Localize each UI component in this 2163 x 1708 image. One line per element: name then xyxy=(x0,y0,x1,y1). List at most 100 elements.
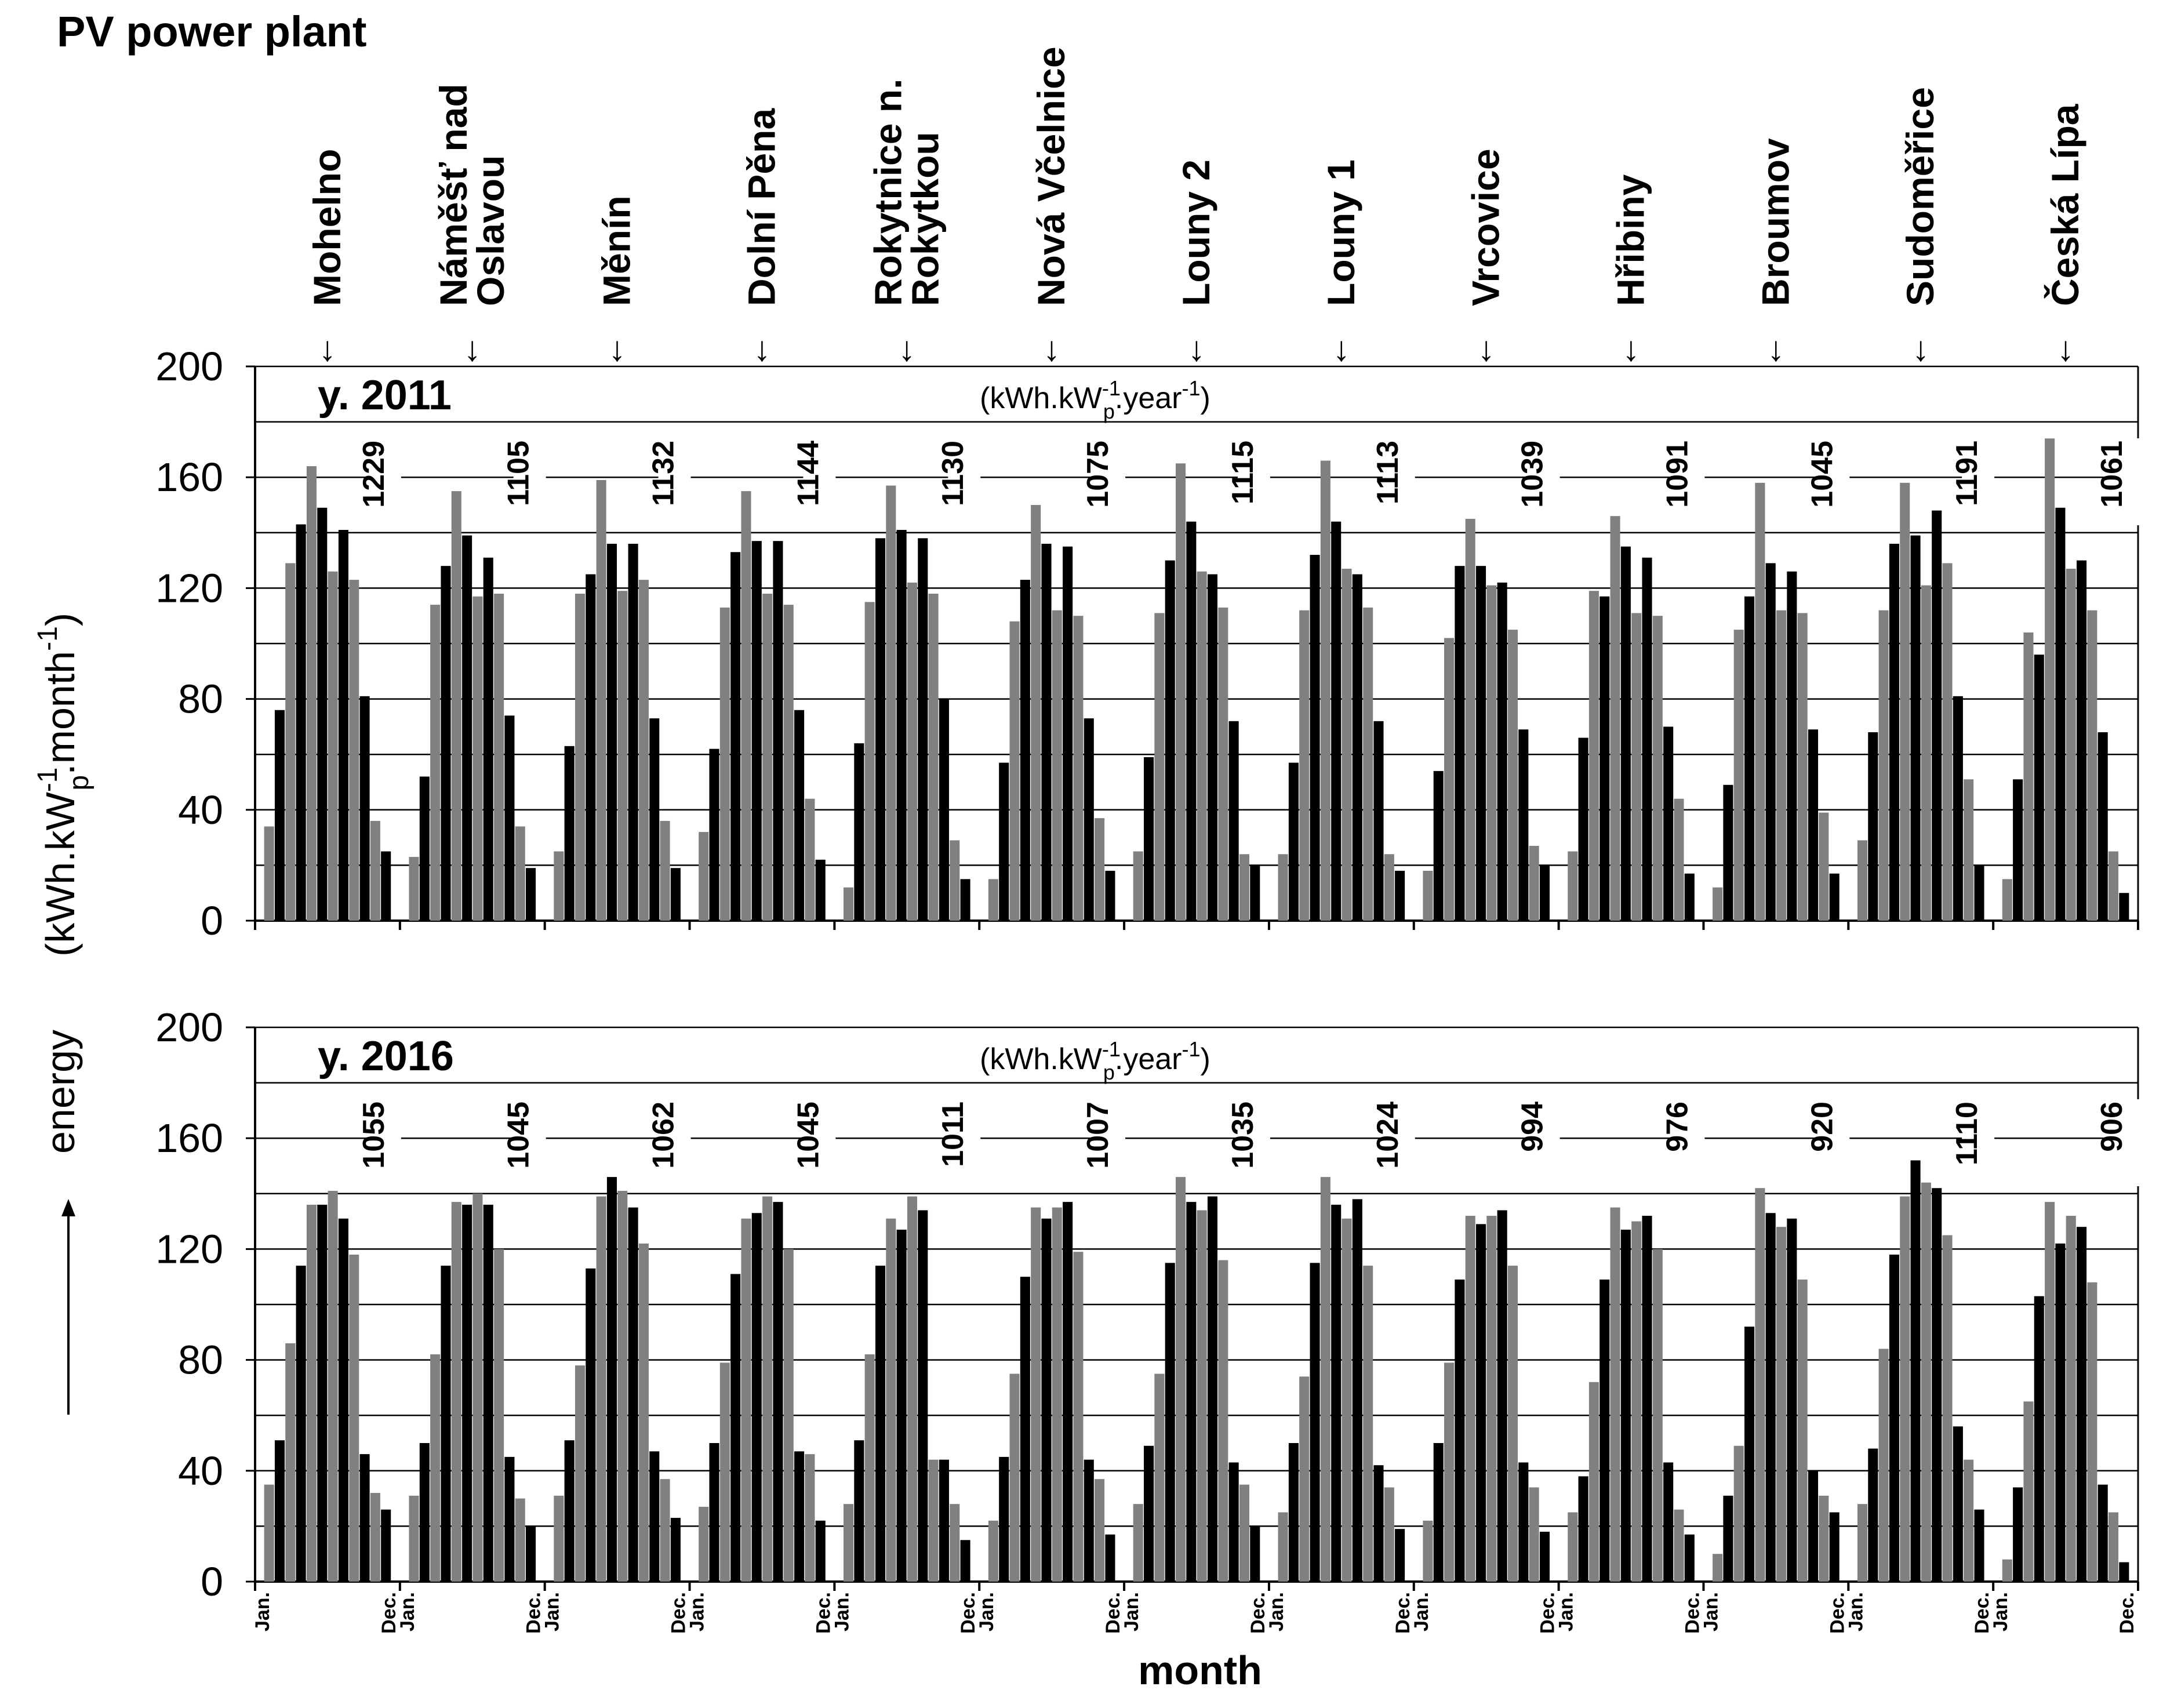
bar-6-0 xyxy=(1133,1504,1143,1582)
plant-label-10: Broumov ↓ xyxy=(1754,138,1797,368)
bar-1-4 xyxy=(451,1202,461,1582)
bar-6-8 xyxy=(1218,1260,1228,1582)
annual-total-label: 1105 xyxy=(502,441,536,506)
month-label-dec: Dec. xyxy=(2116,1592,2138,1634)
bar-11-7 xyxy=(1932,510,1942,921)
bar-6-3 xyxy=(1165,1263,1175,1582)
bar-12-10 xyxy=(2108,1512,2119,1582)
annual-total-bg xyxy=(1093,438,1126,525)
bar-4-1 xyxy=(854,743,864,921)
bar-7-7 xyxy=(1352,574,1362,921)
bar-4-9 xyxy=(939,699,949,921)
annual-unit-note: (kWh.kW-1 p.year-1) xyxy=(980,1037,1210,1084)
annual-total-bg xyxy=(513,1099,546,1186)
bar-0-9 xyxy=(359,1454,370,1582)
bar-3-7 xyxy=(773,541,783,921)
bar-5-11 xyxy=(1105,1534,1115,1582)
unit-part: p xyxy=(64,775,94,791)
bar-0-10 xyxy=(370,820,380,921)
month-label-jan: Jan. xyxy=(397,1592,419,1631)
bar-1-6 xyxy=(472,596,483,921)
bar-11-0 xyxy=(1857,1504,1867,1582)
plant-label-text: Nová Včelnice xyxy=(1030,46,1073,306)
bar-10-10 xyxy=(1819,812,1829,921)
bar-2-8 xyxy=(638,580,649,921)
bar-12-9 xyxy=(2097,732,2108,921)
bar-1-11 xyxy=(526,1526,536,1582)
y-tick-label: 40 xyxy=(178,1448,223,1493)
bar-9-9 xyxy=(1663,1462,1674,1582)
bar-8-10 xyxy=(1529,845,1539,921)
bar-4-6 xyxy=(907,582,918,921)
bar-4-5 xyxy=(896,530,907,921)
plant-label-0: Mohelno ↓ xyxy=(306,149,348,368)
bar-9-9 xyxy=(1663,726,1674,921)
plant-label-text: Náměšť nad xyxy=(432,83,475,306)
plant-label-9: Hřibiny ↓ xyxy=(1609,174,1652,368)
down-arrow-icon: ↓ xyxy=(1043,329,1060,368)
bar-2-4 xyxy=(596,1196,606,1582)
bar-2-5 xyxy=(606,543,617,921)
bar-9-2 xyxy=(1588,591,1599,921)
annual-total-bg xyxy=(1672,1099,1705,1186)
bar-7-8 xyxy=(1363,1266,1373,1582)
annual-total-bg xyxy=(1817,1099,1850,1186)
bar-10-3 xyxy=(1744,596,1755,921)
bar-12-4 xyxy=(2045,1202,2055,1582)
bar-1-5 xyxy=(462,1204,472,1582)
bar-7-7 xyxy=(1352,1199,1362,1582)
bar-12-7 xyxy=(2077,1227,2087,1582)
plant-label-text: Hřibiny xyxy=(1609,174,1652,306)
annual-total-label: 1045 xyxy=(791,1102,825,1169)
plant-label-text: Česká Lípa xyxy=(2044,103,2086,306)
bar-10-1 xyxy=(1723,784,1733,921)
bar-12-2 xyxy=(2023,1401,2034,1582)
bar-4-4 xyxy=(886,1218,896,1582)
bar-0-2 xyxy=(285,1343,296,1582)
bar-0-7 xyxy=(338,1218,348,1582)
month-label-jan: Jan. xyxy=(541,1592,564,1631)
bar-4-8 xyxy=(928,593,939,921)
bar-8-7 xyxy=(1497,582,1507,921)
bar-3-0 xyxy=(699,832,709,921)
month-label-dec: Dec. xyxy=(523,1592,545,1634)
annual-total-bg xyxy=(1237,438,1270,525)
bar-9-1 xyxy=(1578,1476,1588,1582)
plant-label-text: Oslavou xyxy=(469,155,512,306)
bar-9-5 xyxy=(1620,546,1631,921)
bar-2-11 xyxy=(670,1518,681,1582)
bar-8-3 xyxy=(1455,1279,1465,1582)
bar-9-2 xyxy=(1588,1382,1599,1582)
down-arrow-icon: ↓ xyxy=(1188,329,1205,368)
month-label-jan: Jan. xyxy=(686,1592,708,1631)
bar-10-8 xyxy=(1797,613,1808,921)
plant-label-5: Nová Včelnice ↓ xyxy=(1030,46,1073,368)
annual-total-label: 1132 xyxy=(647,441,681,506)
plant-label-text: Rokytnice n. xyxy=(866,79,909,306)
bar-6-5 xyxy=(1186,521,1197,921)
bar-4-2 xyxy=(864,1354,875,1582)
bar-11-5 xyxy=(1910,1160,1921,1582)
bar-7-6 xyxy=(1342,568,1352,921)
plant-label-6: Louny 2 ↓ xyxy=(1175,159,1217,368)
bar-7-1 xyxy=(1288,762,1299,921)
bar-0-3 xyxy=(296,1266,306,1582)
bar-10-1 xyxy=(1723,1495,1733,1582)
bar-9-10 xyxy=(1674,1509,1684,1582)
bar-6-4 xyxy=(1175,1177,1186,1582)
bar-0-7 xyxy=(338,530,348,921)
down-arrow-icon: ↓ xyxy=(753,329,770,368)
bar-6-7 xyxy=(1207,574,1218,921)
bar-11-2 xyxy=(1878,1349,1889,1582)
bar-4-4 xyxy=(886,485,896,921)
bar-2-3 xyxy=(586,1268,596,1582)
bar-2-1 xyxy=(564,746,575,921)
bar-3-7 xyxy=(773,1202,783,1582)
bar-8-6 xyxy=(1486,585,1497,921)
month-label-jan: Jan. xyxy=(1411,1592,1433,1631)
bar-3-11 xyxy=(815,1520,826,1582)
month-label-dec: Dec. xyxy=(1247,1592,1269,1634)
bar-9-0 xyxy=(1568,1512,1578,1582)
plant-label-text: Louny 2 xyxy=(1175,159,1217,306)
